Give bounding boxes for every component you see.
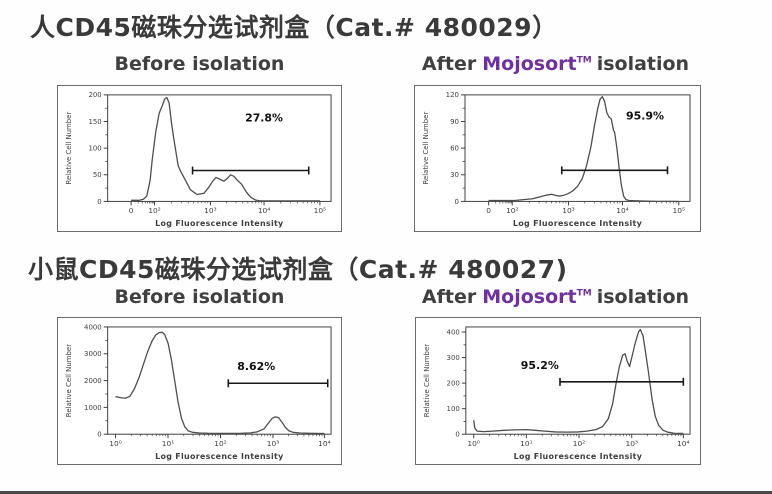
svg-text:2000: 2000	[84, 377, 102, 385]
histogram-panel-mouse-before: 0 1000 2000 3000 4000 10⁰ 10¹ 10² 10³ 10⁴ Relative…	[57, 317, 342, 465]
histogram-chart-human-before: 0 50 100 150 200 0 10² 10³ 10⁴ 10⁵ Relative Cell N…	[65, 91, 332, 228]
svg-text:10²: 10²	[573, 439, 586, 448]
svg-text:Log Fluorescence Intensity: Log Fluorescence Intensity	[155, 219, 284, 228]
svg-text:10⁴: 10⁴	[677, 439, 690, 448]
svg-text:0: 0	[486, 206, 491, 215]
svg-text:10²: 10²	[506, 206, 519, 215]
mojosort-brand-label: Mojosort	[482, 53, 577, 75]
svg-text:0: 0	[97, 198, 101, 206]
svg-text:10¹: 10¹	[162, 439, 174, 448]
histogram-panel-human-after: 0 30 60 90 120 0 10² 10³ 10⁴ 10⁵ Relative Cell Num…	[414, 85, 701, 232]
panel-title-human-after: After MojosortTM isolation	[410, 53, 701, 75]
svg-text:10³: 10³	[267, 439, 279, 448]
svg-text:3000: 3000	[84, 350, 102, 358]
svg-text:1000: 1000	[84, 404, 102, 412]
svg-text:10³: 10³	[562, 206, 575, 215]
svg-text:10⁰: 10⁰	[467, 439, 480, 448]
histogram-chart-mouse-after: 0 100 200 300 400 10⁰ 10¹ 10² 10³ 10⁴ Relative Cel…	[423, 326, 691, 461]
svg-text:Log Fluorescence Intensity: Log Fluorescence Intensity	[513, 219, 643, 228]
svg-text:50: 50	[93, 171, 102, 179]
svg-text:10⁰: 10⁰	[109, 439, 121, 448]
svg-text:10³: 10³	[204, 206, 216, 215]
trademark-symbol: TM	[576, 55, 592, 66]
svg-text:100: 100	[88, 145, 101, 153]
svg-text:30: 30	[450, 171, 459, 179]
section-title-human: 人CD45磁珠分选试剂盒（Cat.# 480029）	[30, 13, 558, 42]
trademark-symbol: TM	[576, 288, 592, 299]
svg-text:300: 300	[447, 354, 460, 362]
svg-text:95.2%: 95.2%	[521, 359, 559, 372]
panel-title-mouse-before: Before isolation	[114, 286, 285, 308]
svg-text:27.8%: 27.8%	[245, 112, 283, 125]
svg-text:95.9%: 95.9%	[626, 110, 664, 123]
svg-text:400: 400	[447, 328, 460, 336]
svg-text:Log Fluorescence Intensity: Log Fluorescence Intensity	[155, 452, 284, 461]
svg-text:Relative Cell Number: Relative Cell Number	[422, 112, 430, 185]
mojosort-brand-label: Mojosort	[482, 286, 577, 308]
histogram-chart-human-after: 0 30 60 90 120 0 10² 10³ 10⁴ 10⁵ Relative Cell Num…	[422, 91, 691, 228]
svg-text:10³: 10³	[625, 439, 638, 448]
svg-text:10⁴: 10⁴	[616, 206, 629, 215]
bottom-divider	[0, 491, 772, 494]
svg-text:Relative Cell Number: Relative Cell Number	[423, 344, 431, 417]
svg-text:200: 200	[447, 380, 460, 388]
svg-text:100: 100	[447, 405, 460, 413]
svg-text:200: 200	[88, 91, 101, 99]
svg-text:10⁵: 10⁵	[672, 206, 685, 215]
svg-text:0: 0	[97, 431, 101, 439]
svg-text:Relative Cell Number: Relative Cell Number	[65, 112, 73, 185]
svg-text:0: 0	[455, 198, 459, 206]
panel-title-human-before: Before isolation	[114, 53, 285, 75]
svg-text:10²: 10²	[214, 439, 226, 448]
svg-text:120: 120	[446, 91, 459, 99]
svg-text:8.62%: 8.62%	[237, 360, 275, 373]
after-suffix-label: isolation	[596, 286, 690, 308]
svg-text:Log Fluorescence Intensity: Log Fluorescence Intensity	[514, 452, 643, 461]
svg-text:0: 0	[455, 431, 459, 439]
panel-title-mouse-after: After MojosortTM isolation	[410, 286, 701, 308]
svg-text:10²: 10²	[148, 206, 160, 215]
histogram-panel-mouse-after: 0 100 200 300 400 10⁰ 10¹ 10² 10³ 10⁴ Relative Cel…	[415, 317, 701, 465]
histogram-panel-human-before: 0 50 100 150 200 0 10² 10³ 10⁴ 10⁵ Relative Cell N…	[57, 85, 342, 232]
svg-text:60: 60	[450, 145, 459, 153]
histogram-chart-mouse-before: 0 1000 2000 3000 4000 10⁰ 10¹ 10² 10³ 10⁴ Relative…	[65, 323, 332, 461]
after-prefix-label: After	[421, 53, 477, 75]
svg-text:0: 0	[129, 206, 134, 215]
after-prefix-label: After	[421, 286, 477, 308]
svg-text:90: 90	[450, 118, 459, 126]
svg-text:10⁴: 10⁴	[258, 206, 270, 215]
section-title-mouse: 小鼠CD45磁珠分选试剂盒（Cat.# 480027)	[28, 255, 568, 284]
svg-text:10⁴: 10⁴	[318, 439, 330, 448]
svg-text:10¹: 10¹	[520, 439, 533, 448]
after-suffix-label: isolation	[596, 53, 690, 75]
svg-text:150: 150	[88, 118, 101, 126]
svg-text:4000: 4000	[84, 323, 102, 331]
svg-text:Relative Cell Number: Relative Cell Number	[65, 344, 73, 417]
svg-text:10⁵: 10⁵	[314, 206, 326, 215]
